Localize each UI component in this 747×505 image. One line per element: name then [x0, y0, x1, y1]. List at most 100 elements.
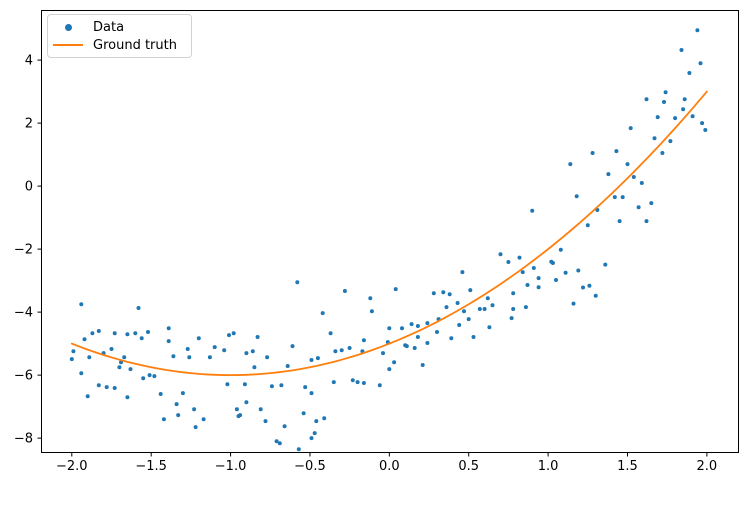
data-point [125, 395, 130, 400]
data-point [581, 285, 585, 290]
data-point [187, 355, 192, 360]
y-axis: 4 2 0 −2 −4 −6 −8 [14, 54, 42, 447]
data-point [112, 331, 117, 336]
data-point [585, 223, 590, 228]
data-point [277, 441, 282, 446]
data-point [649, 201, 654, 206]
data-point [71, 349, 76, 354]
data-point [104, 385, 109, 390]
data-point [462, 309, 466, 314]
data-point [331, 380, 336, 385]
data-point [333, 349, 338, 354]
data-point [225, 382, 230, 387]
data-point [520, 270, 525, 275]
data-point [252, 365, 257, 370]
data-point [558, 247, 563, 252]
y-tick-label: 0 [25, 180, 33, 195]
data-point [174, 402, 179, 407]
data-point [176, 413, 181, 418]
data-point [466, 317, 471, 322]
data-point [662, 100, 666, 104]
data-point [660, 151, 665, 155]
data-point [703, 128, 708, 132]
data-point [312, 431, 317, 436]
ground-truth-line-icon [53, 44, 83, 46]
data-point [265, 355, 270, 360]
data-point [700, 121, 705, 126]
data-point [185, 347, 190, 351]
data-point [695, 28, 700, 33]
data-point [477, 307, 482, 311]
data-point [166, 339, 171, 344]
data-point [377, 383, 382, 388]
data-point [625, 162, 630, 167]
data-point [663, 90, 668, 95]
data-point [244, 400, 249, 405]
data-point [128, 367, 133, 372]
data-point [620, 195, 625, 200]
data-point [681, 107, 686, 112]
data-point [387, 326, 392, 331]
x-tick-label: 2.0 [697, 459, 718, 474]
data-point [85, 394, 90, 399]
data-point [355, 380, 360, 385]
data-point [282, 424, 287, 429]
data-point [444, 305, 449, 310]
legend-marker-column [48, 44, 88, 46]
data-point [498, 252, 503, 257]
legend-label-ground-truth: Ground truth [93, 37, 177, 53]
data-point [644, 97, 649, 102]
data-point [457, 323, 462, 327]
data-point [652, 136, 657, 141]
data-point [133, 331, 138, 336]
data-point [490, 303, 495, 308]
x-tick-label: −0.5 [294, 459, 326, 474]
data-point [109, 347, 114, 351]
data-point [90, 331, 95, 336]
data-point [549, 259, 554, 264]
data-point [146, 330, 150, 334]
data-point [231, 331, 236, 336]
data-point [644, 219, 649, 224]
data-point [161, 417, 166, 422]
data-point [576, 268, 581, 273]
data-point [290, 344, 295, 349]
data-point [314, 419, 319, 424]
data-point [315, 356, 320, 361]
data-point [79, 302, 84, 307]
data-point [222, 348, 227, 353]
x-tick-label: −2.0 [56, 459, 88, 474]
data-point [392, 360, 397, 365]
data-point [350, 378, 355, 383]
data-point [196, 336, 201, 341]
data-point [328, 331, 333, 336]
data-point [244, 351, 249, 356]
data-point [87, 355, 92, 360]
legend-item-data: Data [48, 18, 191, 36]
data-point [320, 311, 325, 316]
data-point [563, 270, 568, 275]
data-point [234, 407, 239, 412]
data-point [192, 407, 197, 412]
data-point [485, 296, 490, 301]
data-point [117, 365, 122, 370]
data-point [673, 116, 678, 121]
data-point [460, 270, 465, 275]
legend-label-data: Data [93, 19, 125, 35]
data-point [425, 341, 430, 345]
data-point [628, 126, 633, 131]
data-point [687, 71, 692, 75]
data-point [141, 376, 146, 381]
data-point [636, 205, 641, 210]
data-point [606, 172, 611, 177]
axes-spines [41, 10, 739, 453]
data-point [381, 351, 385, 356]
data-point [171, 354, 176, 359]
data-marker-icon [64, 23, 72, 31]
data-point [263, 419, 268, 424]
data-point [96, 383, 101, 388]
x-axis: −2.0 −1.5 −1.0 −0.5 0.0 0.5 1.0 1.5 2.0 [56, 452, 718, 474]
data-point [404, 344, 409, 349]
data-point [415, 335, 420, 339]
